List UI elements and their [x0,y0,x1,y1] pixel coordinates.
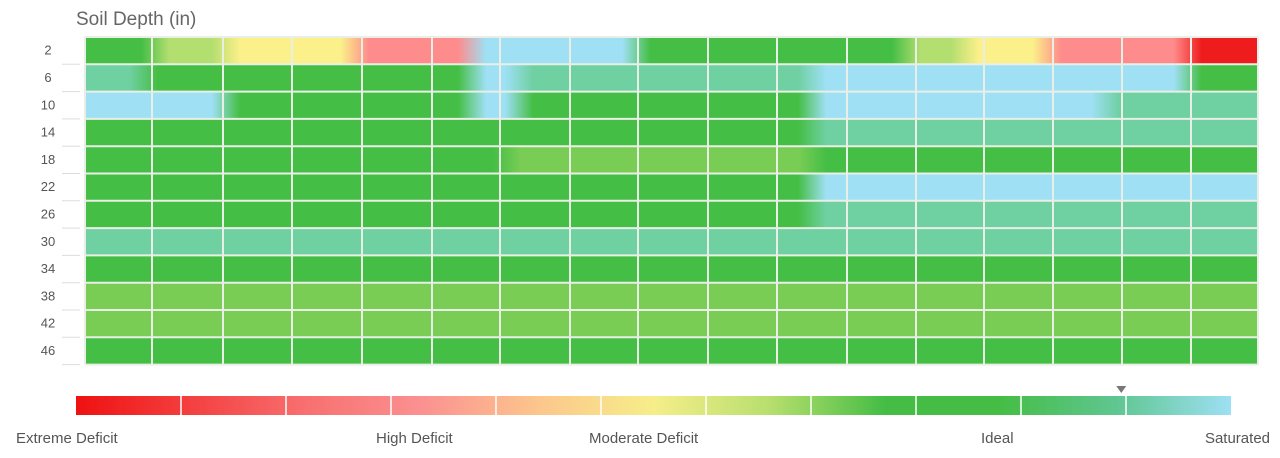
legend-label-saturated: Saturated [1204,430,1270,447]
depth-label-38: 38 [41,288,55,303]
heatmap-row-26 [85,200,1258,229]
chart-title: Soil Depth (in) [76,9,197,30]
heatmap-row-42 [85,310,1258,338]
heatmap-row-30 [85,228,1258,256]
depth-label-42: 42 [41,316,55,331]
legend-label-ideal: Ideal [981,430,1014,447]
heatmap-row-22 [85,173,1258,201]
depth-label-34: 34 [41,261,55,276]
legend-label-extreme-deficit: Extreme Deficit [16,430,118,447]
depth-label-46: 46 [41,343,55,358]
legend-label-moderate-deficit: Moderate Deficit [589,430,699,447]
depth-label-30: 30 [41,234,55,249]
depth-label-14: 14 [41,125,55,140]
legend-label-high-deficit: High Deficit [376,430,453,447]
depth-label-26: 26 [41,207,55,222]
heatmap-row-18 [85,146,1258,174]
heatmap-row-34 [85,255,1258,283]
depth-label-22: 22 [41,179,55,194]
legend-color-bar [76,396,1231,415]
heatmap-row-38 [85,282,1258,310]
heatmap-row-10 [85,91,1258,119]
heatmap-row-46 [85,337,1258,365]
depth-label-18: 18 [41,152,55,167]
heatmap-row-2 [85,37,1258,65]
heatmap-row-6 [85,64,1258,92]
heatmap-row-14 [85,118,1258,147]
depth-label-10: 10 [41,97,55,112]
depth-label-6: 6 [44,70,51,85]
current-level-marker-icon [1116,386,1127,393]
depth-label-2: 2 [44,43,51,58]
